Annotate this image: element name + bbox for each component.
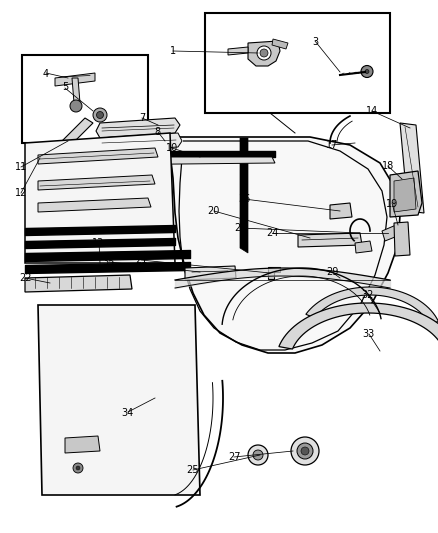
Polygon shape <box>330 203 352 219</box>
Polygon shape <box>390 171 422 217</box>
Text: 34: 34 <box>122 408 134 417</box>
Polygon shape <box>185 266 236 280</box>
Text: 27: 27 <box>228 453 240 462</box>
Text: 17: 17 <box>326 140 338 150</box>
Text: 21: 21 <box>135 255 147 265</box>
Polygon shape <box>355 241 372 253</box>
Circle shape <box>297 443 313 459</box>
Polygon shape <box>272 39 288 49</box>
Polygon shape <box>394 222 410 256</box>
Polygon shape <box>170 133 400 353</box>
Polygon shape <box>394 178 416 212</box>
Circle shape <box>73 463 83 473</box>
Text: 19: 19 <box>386 199 399 208</box>
Polygon shape <box>38 305 200 495</box>
Polygon shape <box>268 267 280 279</box>
Circle shape <box>257 46 271 60</box>
Text: 5: 5 <box>62 83 68 92</box>
Polygon shape <box>382 225 400 241</box>
Text: 23: 23 <box>234 223 246 233</box>
Polygon shape <box>306 287 438 324</box>
Circle shape <box>301 447 309 455</box>
Text: 35: 35 <box>102 257 115 267</box>
Bar <box>22 55 148 143</box>
Polygon shape <box>25 275 132 292</box>
Circle shape <box>248 445 268 465</box>
Text: 12: 12 <box>15 188 27 198</box>
Circle shape <box>365 69 369 74</box>
Polygon shape <box>65 436 100 453</box>
Polygon shape <box>228 47 248 55</box>
Circle shape <box>93 108 107 122</box>
Text: 22: 22 <box>19 273 32 283</box>
Circle shape <box>70 100 82 112</box>
Circle shape <box>291 437 319 465</box>
Text: 10: 10 <box>166 143 178 153</box>
Polygon shape <box>279 303 438 353</box>
Text: 1: 1 <box>170 46 176 56</box>
Circle shape <box>96 111 103 118</box>
Polygon shape <box>97 133 182 152</box>
Text: 3: 3 <box>312 37 318 46</box>
Text: 11: 11 <box>15 163 27 172</box>
Polygon shape <box>87 157 275 165</box>
Polygon shape <box>400 123 424 213</box>
Text: 20: 20 <box>208 206 220 216</box>
Text: 33: 33 <box>363 329 375 338</box>
Circle shape <box>76 466 80 470</box>
Polygon shape <box>96 118 180 138</box>
Circle shape <box>253 450 263 460</box>
Text: 32: 32 <box>362 290 374 300</box>
Text: 25: 25 <box>187 465 199 475</box>
Text: 13: 13 <box>92 238 105 247</box>
Text: 18: 18 <box>382 161 394 171</box>
Text: 29: 29 <box>326 267 338 277</box>
Polygon shape <box>240 138 248 253</box>
Polygon shape <box>25 133 175 263</box>
Polygon shape <box>38 175 155 190</box>
Circle shape <box>361 66 373 77</box>
Text: 4: 4 <box>43 69 49 78</box>
Polygon shape <box>38 198 151 212</box>
Bar <box>205 13 390 113</box>
Polygon shape <box>248 41 280 66</box>
Text: 36: 36 <box>238 195 251 204</box>
Polygon shape <box>298 233 362 247</box>
Text: 8: 8 <box>155 127 161 137</box>
Polygon shape <box>72 78 80 103</box>
Circle shape <box>260 49 268 57</box>
Text: 7: 7 <box>139 114 145 123</box>
Polygon shape <box>38 148 158 164</box>
Polygon shape <box>55 73 95 86</box>
Polygon shape <box>62 118 93 146</box>
Text: 14: 14 <box>366 106 378 116</box>
Text: 24: 24 <box>266 229 279 238</box>
